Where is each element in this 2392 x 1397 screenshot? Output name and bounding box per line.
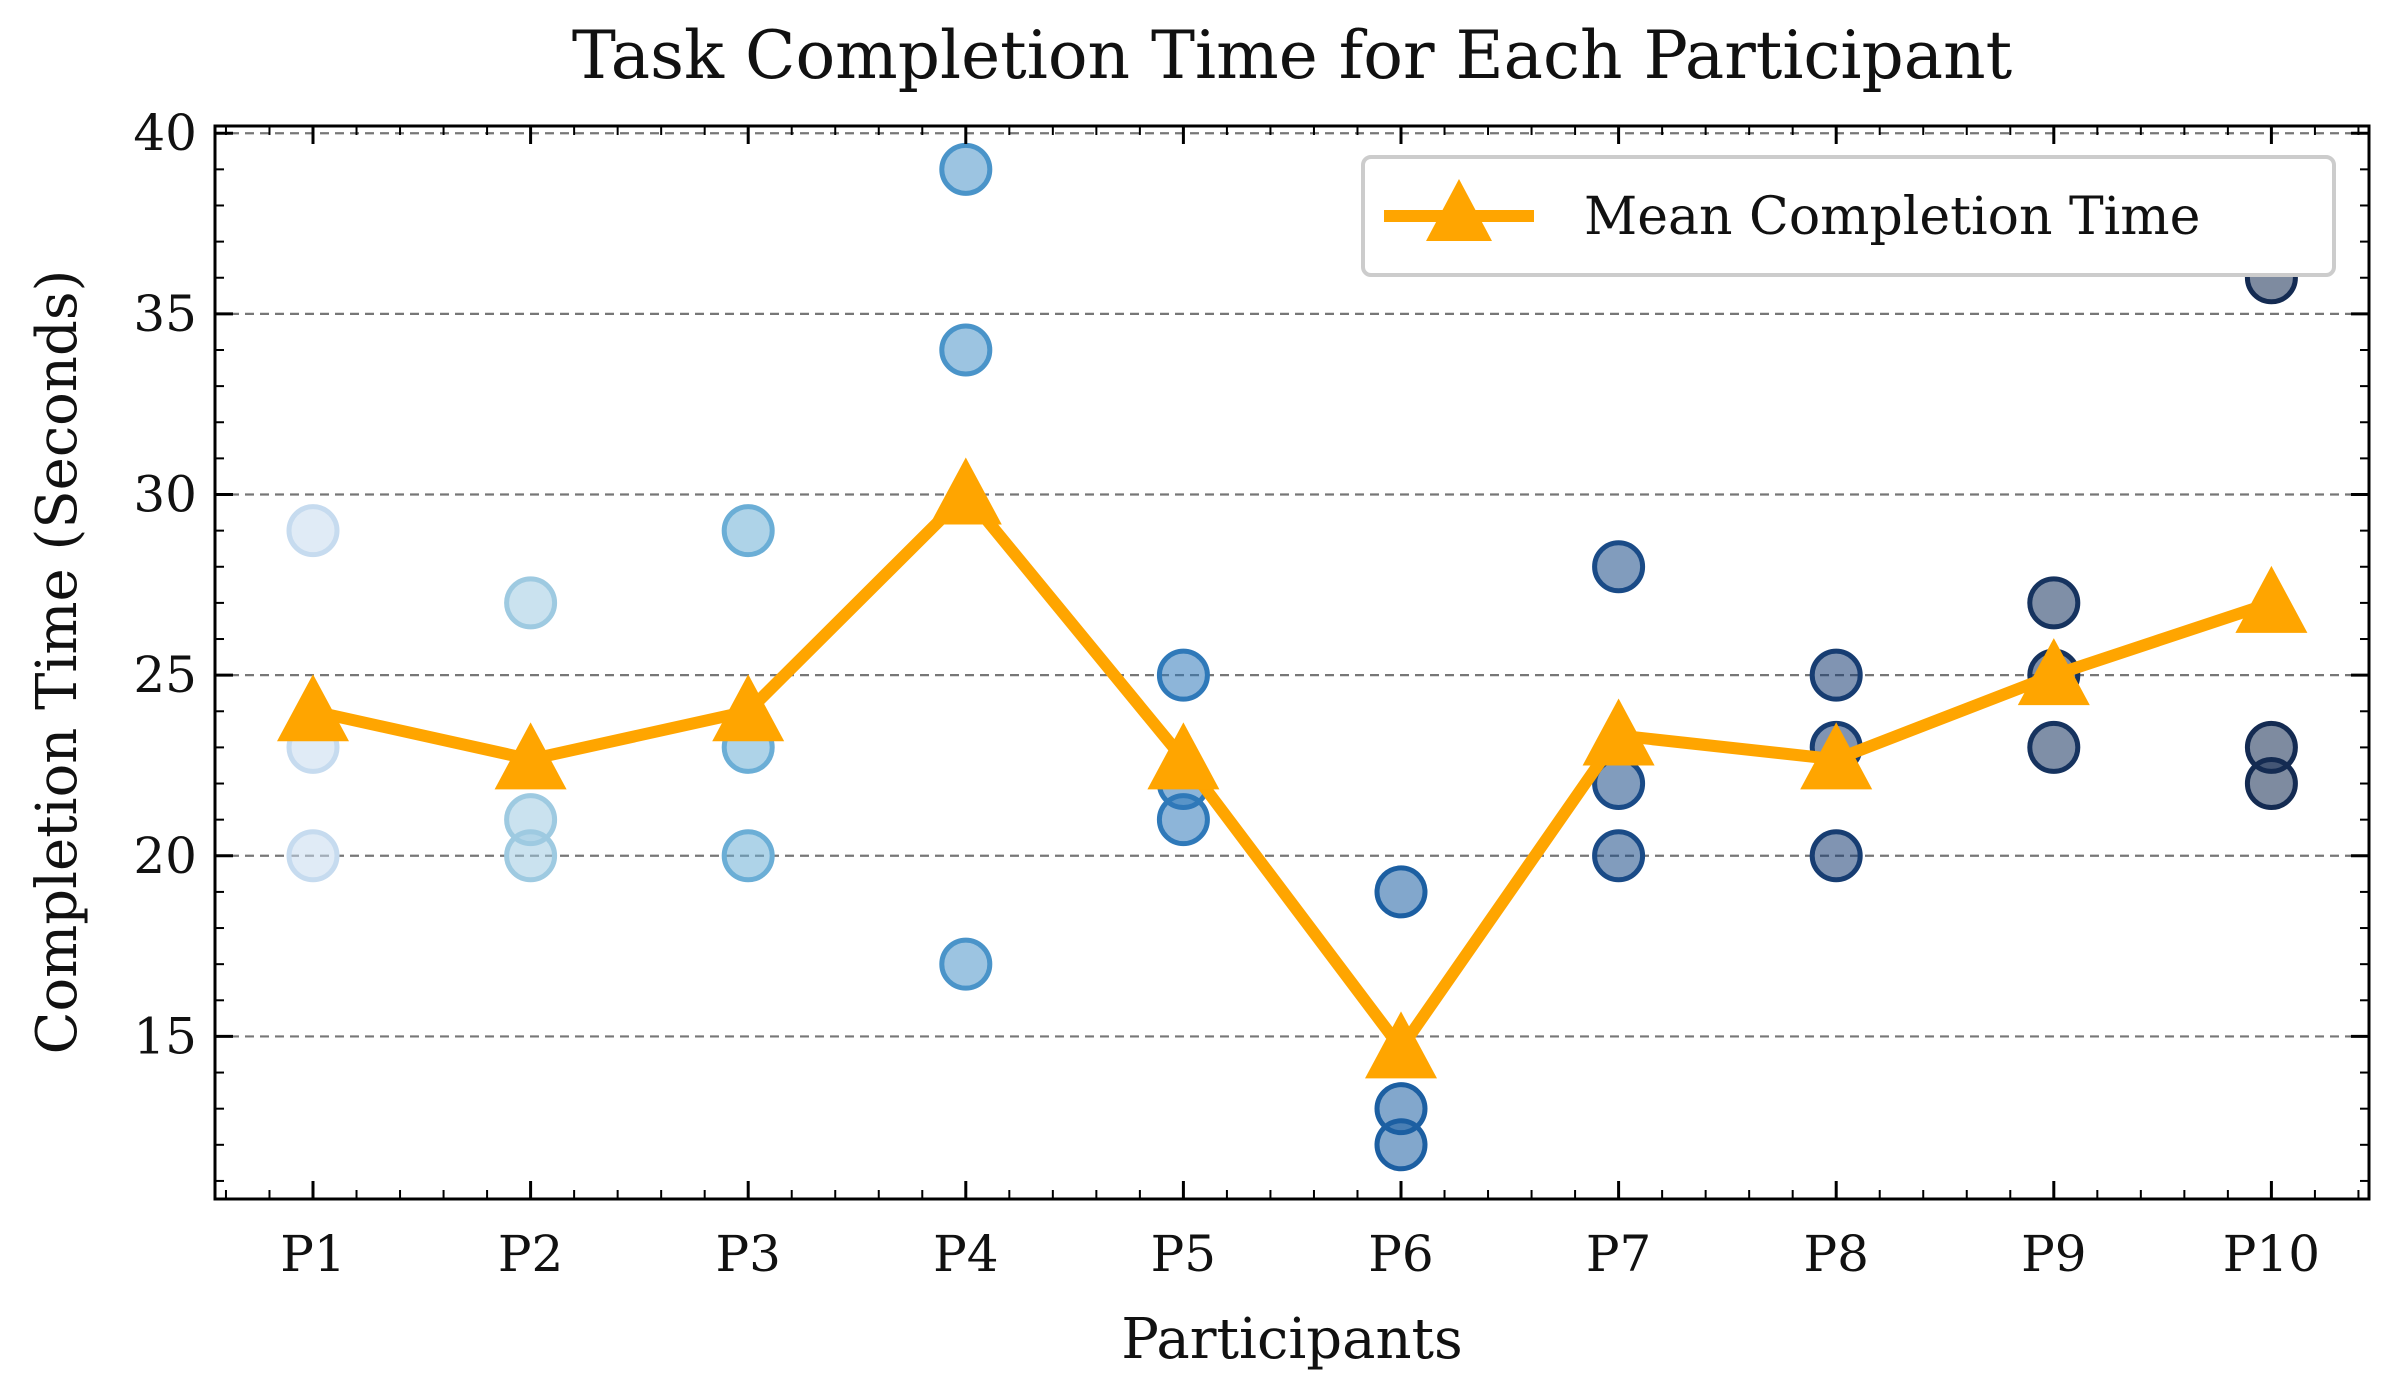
data-point (1592, 540, 1646, 594)
data-point (2027, 720, 2081, 774)
mean-triangle-marker (2235, 565, 2308, 633)
data-point (286, 504, 340, 558)
mean-triangle-marker (1800, 722, 1873, 790)
data-point (1809, 648, 1863, 702)
legend-label: Mean Completion Time (1584, 187, 2200, 247)
data-point (504, 576, 558, 630)
x-tick-label: P1 (280, 1225, 345, 1283)
data-point (1374, 865, 1428, 919)
y-axis-label: Completion Time (Seconds) (25, 270, 90, 1055)
data-point (1156, 793, 1210, 847)
mean-triangle-marker (1147, 722, 1220, 790)
x-axis-label: Participants (1121, 1307, 1463, 1372)
data-point (1592, 829, 1646, 883)
plot-frame (213, 124, 2371, 1201)
x-tick-labels: P1 P2 P3 P4 P5 P6 P7 P8 P9 P10 (280, 1225, 2320, 1283)
data-point (939, 323, 993, 377)
data-point (2027, 576, 2081, 630)
data-point (1156, 648, 1210, 702)
mean-triangle-marker (1582, 698, 1655, 766)
legend-triangle-marker (1426, 179, 1492, 241)
y-tick-label: 15 (133, 1007, 197, 1065)
y-tick-label: 20 (133, 827, 197, 885)
data-point (2244, 757, 2298, 811)
mean-triangle-marker (1365, 1011, 1437, 1079)
mean-line (311, 485, 2274, 1059)
y-tick-labels: 15 20 25 30 35 40 (133, 104, 197, 1065)
data-point (939, 937, 993, 991)
mean-series (277, 457, 2308, 1079)
x-tick-label: P3 (715, 1225, 780, 1283)
data-point (721, 504, 775, 558)
y-tick-label: 25 (133, 646, 197, 704)
data-point (286, 829, 340, 883)
y-tick-label: 40 (133, 104, 197, 162)
data-point (1809, 829, 1863, 883)
mean-triangle-marker (2017, 638, 2090, 706)
x-tick-label: P7 (1586, 1225, 1651, 1283)
mean-triangle-marker (929, 457, 1002, 525)
data-point (1374, 1118, 1428, 1172)
y-tick-label: 35 (133, 285, 197, 343)
mean-triangle-marker (494, 722, 567, 790)
x-tick-label: P8 (1803, 1225, 1868, 1283)
y-tick-label: 30 (133, 466, 197, 524)
mean-triangle-marker (277, 674, 349, 742)
x-tick-label: P5 (1151, 1225, 1216, 1283)
x-tick-label: P10 (2223, 1225, 2320, 1283)
legend-box (1361, 155, 2336, 277)
x-tick-label: P2 (498, 1225, 563, 1283)
x-tick-label: P4 (933, 1225, 998, 1283)
mean-triangle-marker (712, 674, 785, 742)
data-point (504, 829, 558, 883)
x-tick-label: P9 (2021, 1225, 2086, 1283)
chart-title: Task Completion Time for Each Participan… (572, 17, 2012, 94)
legend: Mean Completion Time (1361, 155, 2336, 277)
data-point (721, 829, 775, 883)
data-point (939, 142, 993, 196)
x-tick-label: P6 (1368, 1225, 1433, 1283)
